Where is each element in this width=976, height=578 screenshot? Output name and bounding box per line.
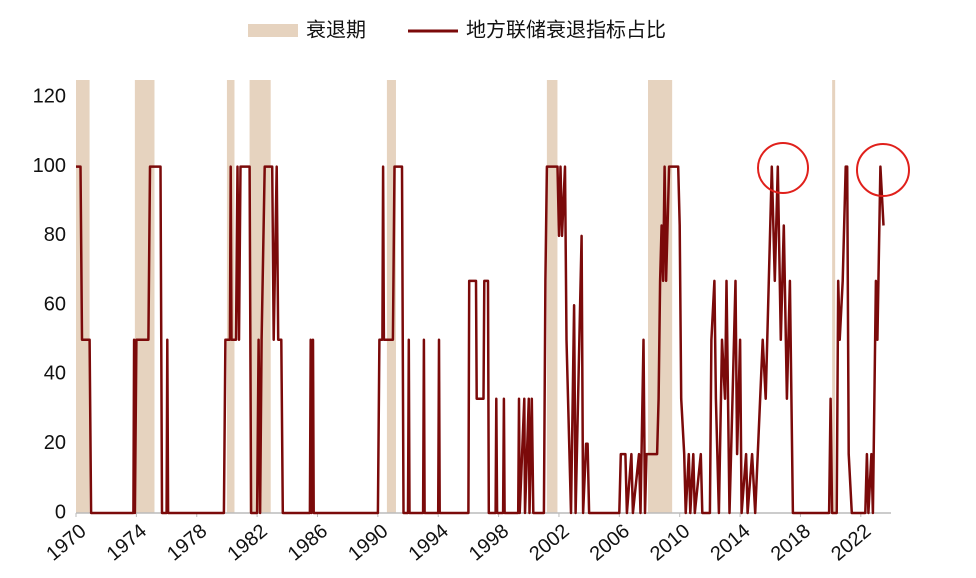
series-line [76, 165, 885, 515]
legend-label: 地方联储衰退指标占比 [466, 18, 666, 41]
recession-band [134, 80, 155, 513]
y-tick-label: 100 [33, 155, 66, 177]
x-tick-label: 2014 [706, 520, 754, 565]
y-tick-label: 120 [33, 86, 66, 108]
recession-band [546, 80, 558, 513]
x-tick-label: 1986 [284, 520, 332, 565]
y-tick-label: 20 [44, 432, 66, 454]
x-tick-label: 1978 [163, 520, 211, 565]
legend-label: 衰退期 [306, 18, 366, 41]
x-tick-label: 2018 [767, 520, 815, 565]
x-tick-label: 2002 [525, 520, 573, 565]
legend-swatch [248, 24, 298, 37]
highlight-circle [856, 143, 910, 197]
x-tick-label: 1982 [223, 520, 271, 565]
y-tick-label: 60 [44, 293, 66, 315]
y-tick-label: 80 [44, 224, 66, 246]
x-tick-label: 1990 [344, 520, 392, 565]
x-tick-label: 2006 [586, 520, 634, 565]
y-tick-label: 0 [55, 501, 66, 523]
recession-band [832, 80, 836, 513]
y-tick-label: 40 [44, 363, 66, 385]
recession-band [386, 80, 396, 513]
x-tick-label: 1994 [405, 520, 453, 565]
x-tick-label: 1998 [465, 520, 513, 565]
x-tick-label: 2022 [827, 520, 875, 565]
x-tick-label: 1970 [42, 520, 90, 565]
x-tick-label: 2010 [646, 520, 694, 565]
highlight-circle [757, 142, 809, 194]
x-tick-label: 1974 [103, 520, 151, 565]
